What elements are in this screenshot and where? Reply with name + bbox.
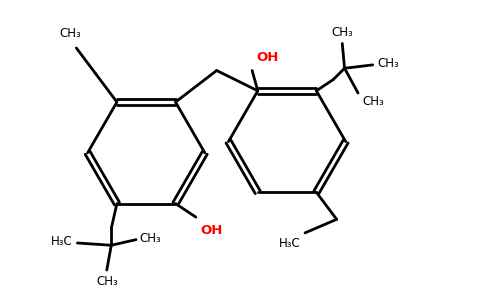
Text: H₃C: H₃C (51, 236, 73, 248)
Text: CH₃: CH₃ (139, 232, 161, 245)
Text: CH₃: CH₃ (96, 274, 118, 288)
Text: CH₃: CH₃ (363, 95, 384, 108)
Text: H₃C: H₃C (279, 237, 301, 250)
Text: OH: OH (200, 224, 223, 237)
Text: CH₃: CH₃ (377, 57, 399, 70)
Text: CH₃: CH₃ (332, 26, 353, 39)
Text: CH₃: CH₃ (60, 27, 82, 40)
Text: OH: OH (257, 51, 279, 64)
